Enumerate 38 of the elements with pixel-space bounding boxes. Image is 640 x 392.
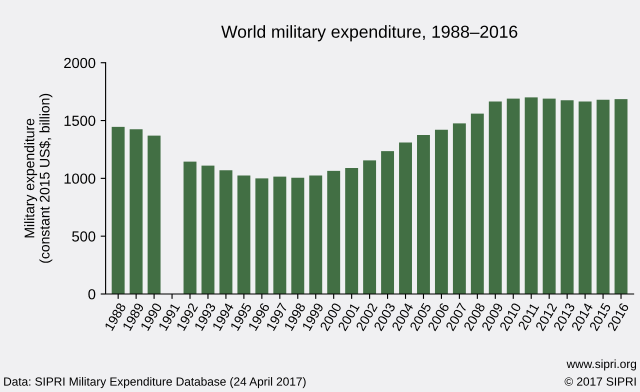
text: www.sipri.org: [566, 359, 636, 370]
bar: [524, 97, 538, 294]
bar: [578, 101, 592, 294]
text: Data: SIPRI Military Expenditure Database (24 April 2017): [4, 377, 306, 388]
bar: [417, 134, 430, 294]
bar: [184, 162, 196, 294]
bar: [327, 170, 340, 294]
bar: [434, 130, 448, 294]
bar: [291, 178, 304, 294]
bar: [309, 175, 322, 294]
bar: [148, 136, 161, 294]
bar: [488, 101, 502, 294]
bar: [614, 99, 628, 294]
bar: [399, 142, 412, 294]
chart-title: World military expenditure, 1988–2016: [221, 25, 518, 42]
bar: [345, 168, 358, 294]
bar: [452, 123, 466, 294]
bar: [219, 170, 232, 294]
y-tick-label: 0: [88, 289, 96, 300]
bar: [202, 166, 214, 294]
bar: [112, 126, 125, 294]
bar: [363, 160, 376, 294]
bar: [506, 98, 520, 294]
y-tick-label: 500: [72, 231, 96, 242]
bar: [596, 100, 610, 294]
y-tick-label: 1000: [64, 173, 96, 184]
bar: [560, 100, 574, 294]
bar: [470, 114, 484, 294]
text: © 2017 SIPRI: [564, 377, 636, 386]
bar: [237, 175, 250, 294]
bar: [130, 129, 143, 294]
bar: [542, 98, 556, 294]
bar: [381, 151, 394, 294]
bar: [255, 178, 268, 294]
y-tick-label: 1500: [64, 116, 96, 126]
y-axis-title: Military expenditure (constant 2015 US$, billion): [24, 94, 52, 263]
bar: [273, 176, 286, 294]
y-tick-label: 2000: [64, 58, 96, 68]
